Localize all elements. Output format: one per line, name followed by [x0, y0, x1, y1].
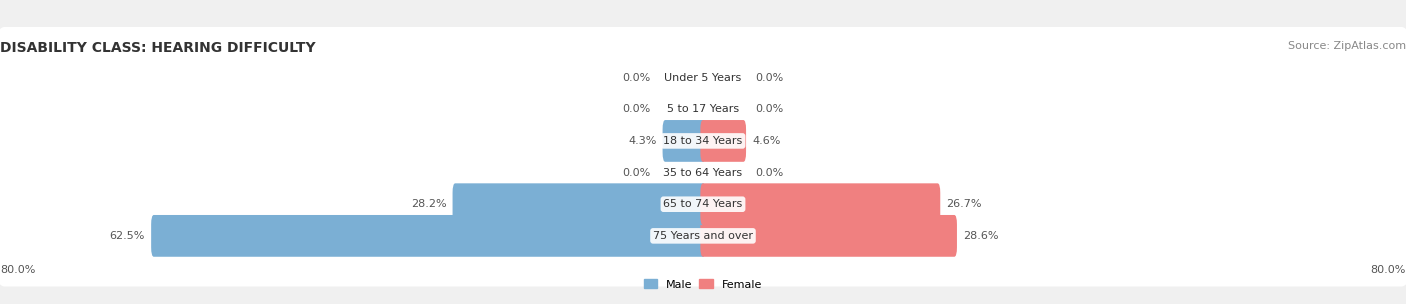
- Text: Source: ZipAtlas.com: Source: ZipAtlas.com: [1288, 41, 1406, 51]
- FancyBboxPatch shape: [0, 122, 1406, 223]
- Text: 75 Years and over: 75 Years and over: [652, 231, 754, 241]
- FancyBboxPatch shape: [0, 59, 1406, 160]
- Legend: Male, Female: Male, Female: [644, 279, 762, 290]
- Text: 65 to 74 Years: 65 to 74 Years: [664, 199, 742, 209]
- Text: 28.2%: 28.2%: [411, 199, 447, 209]
- Text: Under 5 Years: Under 5 Years: [665, 73, 741, 83]
- Text: DISABILITY CLASS: HEARING DIFFICULTY: DISABILITY CLASS: HEARING DIFFICULTY: [0, 41, 315, 55]
- FancyBboxPatch shape: [700, 120, 747, 162]
- FancyBboxPatch shape: [152, 215, 706, 257]
- Text: 0.0%: 0.0%: [621, 104, 650, 114]
- FancyBboxPatch shape: [700, 215, 957, 257]
- Text: 62.5%: 62.5%: [110, 231, 145, 241]
- FancyBboxPatch shape: [662, 120, 706, 162]
- Text: 28.6%: 28.6%: [963, 231, 998, 241]
- Text: 4.6%: 4.6%: [752, 136, 780, 146]
- Text: 4.3%: 4.3%: [628, 136, 657, 146]
- FancyBboxPatch shape: [700, 183, 941, 225]
- Text: 0.0%: 0.0%: [621, 168, 650, 178]
- Text: 5 to 17 Years: 5 to 17 Years: [666, 104, 740, 114]
- Text: 0.0%: 0.0%: [756, 104, 785, 114]
- Text: 35 to 64 Years: 35 to 64 Years: [664, 168, 742, 178]
- Text: 80.0%: 80.0%: [0, 265, 35, 275]
- FancyBboxPatch shape: [0, 154, 1406, 255]
- Text: 18 to 34 Years: 18 to 34 Years: [664, 136, 742, 146]
- FancyBboxPatch shape: [0, 185, 1406, 286]
- FancyBboxPatch shape: [0, 27, 1406, 128]
- Text: 0.0%: 0.0%: [621, 73, 650, 83]
- FancyBboxPatch shape: [453, 183, 706, 225]
- Text: 26.7%: 26.7%: [946, 199, 981, 209]
- FancyBboxPatch shape: [0, 90, 1406, 192]
- Text: 0.0%: 0.0%: [756, 73, 785, 83]
- Text: 80.0%: 80.0%: [1371, 265, 1406, 275]
- Text: 0.0%: 0.0%: [756, 168, 785, 178]
